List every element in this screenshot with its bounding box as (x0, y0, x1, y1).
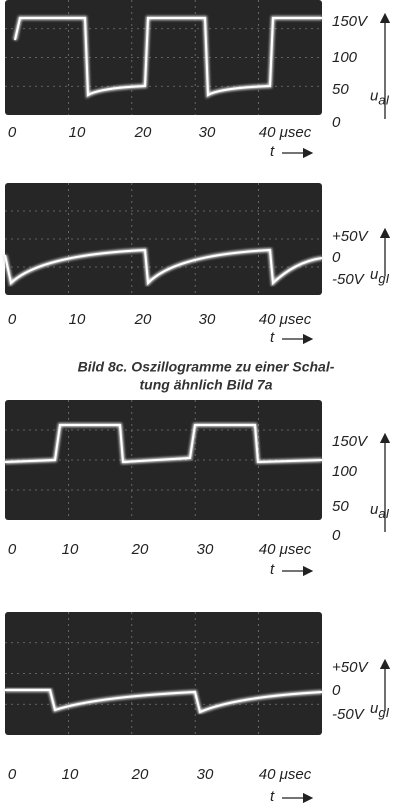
y-label: 50 (332, 81, 349, 98)
y-label: 0 (332, 249, 341, 266)
x-label: 20 (134, 311, 152, 328)
y-label: 150V (332, 13, 369, 30)
y-label: 50 (332, 498, 349, 515)
x-label: 20 (131, 541, 149, 558)
y-label: 0 (332, 527, 341, 544)
quantity-label: uaI (370, 501, 390, 521)
y-label: 100 (332, 463, 358, 480)
y-label: -50V (332, 271, 366, 288)
subscript: gI (378, 271, 389, 286)
x-label: 40 μsec (259, 541, 312, 558)
x-label: 30 (199, 311, 216, 328)
trace (4, 424, 323, 464)
axis-label: t (270, 561, 275, 578)
axis-label: t (270, 329, 275, 346)
x-label: 0 (8, 766, 17, 783)
trace (14, 17, 322, 97)
y-label: -50V (332, 706, 366, 723)
oscillogram (4, 400, 323, 520)
x-label: 0 (8, 541, 17, 558)
quantity-label: ugI (370, 266, 390, 286)
trace (5, 689, 323, 714)
axis-label: t (270, 143, 275, 160)
x-label: 20 (134, 124, 152, 141)
screen (5, 612, 322, 735)
x-label: 10 (62, 541, 79, 558)
x-label: 0 (8, 124, 17, 141)
quantity: u (370, 700, 379, 717)
quantity-label: uaI (370, 87, 390, 107)
oscillogram (5, 612, 323, 735)
axis-label: t (270, 788, 275, 805)
y-label: 0 (332, 114, 341, 131)
quantity: u (370, 501, 379, 518)
quantity: u (370, 87, 379, 104)
y-label: +50V (332, 228, 369, 245)
x-label: 30 (197, 766, 214, 783)
x-label: 30 (197, 541, 214, 558)
trace (4, 248, 323, 286)
y-label: 150V (332, 433, 369, 450)
quantity-label: ugI (370, 700, 390, 720)
y-label: 100 (332, 49, 358, 66)
caption-line: tung ähnlich Bild 7a (139, 377, 272, 393)
x-label: 10 (69, 124, 86, 141)
x-label: 40 μsec (259, 311, 312, 328)
caption-line: Bild 8c. Oszillogramme zu einer Schal- (78, 359, 335, 375)
subscript: gI (378, 705, 389, 720)
y-label: 0 (332, 682, 341, 699)
x-label: 40 μsec (259, 124, 312, 141)
y-label: +50V (332, 659, 369, 676)
subscript: aI (378, 93, 389, 108)
x-label: 0 (8, 311, 17, 328)
x-label: 40 μsec (259, 766, 312, 783)
oscillogram (3, 183, 323, 295)
subscript: aI (378, 506, 389, 521)
oscillogram (5, 0, 322, 115)
x-label: 20 (131, 766, 149, 783)
quantity: u (370, 266, 379, 283)
x-label: 30 (199, 124, 216, 141)
x-label: 10 (69, 311, 86, 328)
x-label: 10 (62, 766, 79, 783)
